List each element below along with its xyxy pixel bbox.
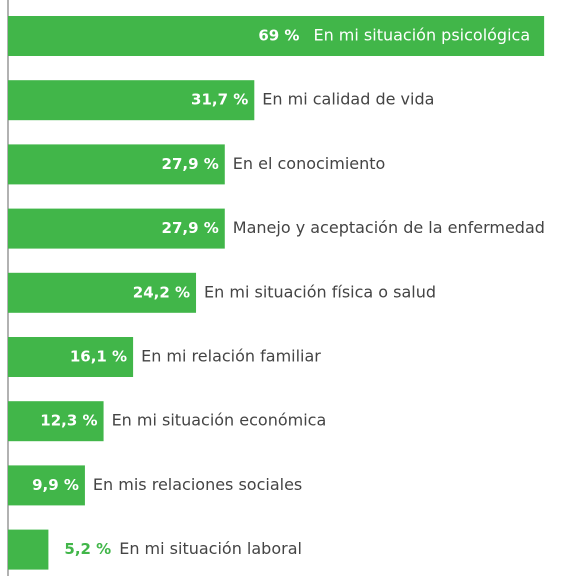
bar bbox=[8, 144, 225, 185]
bar bbox=[8, 208, 225, 249]
value-label: 9,9 % bbox=[32, 476, 79, 494]
value-label: 5,2 % bbox=[64, 540, 111, 558]
category-label: En el conocimiento bbox=[233, 154, 386, 173]
bar bbox=[8, 272, 197, 313]
category-label: Manejo y aceptación de la enfermedad bbox=[233, 218, 545, 237]
category-label: En mi situación psicológica bbox=[313, 26, 530, 45]
value-label: 27,9 % bbox=[162, 219, 219, 237]
value-label: 24,2 % bbox=[133, 283, 190, 301]
category-label: En mi situación física o salud bbox=[204, 282, 436, 301]
value-label: 69 % bbox=[258, 27, 299, 45]
category-label: En mi situación laboral bbox=[119, 539, 302, 558]
category-label: En mi calidad de vida bbox=[262, 90, 434, 109]
bar bbox=[8, 337, 134, 377]
bar bbox=[8, 80, 255, 121]
category-label: En mi relación familiar bbox=[141, 347, 321, 366]
value-label: 31,7 % bbox=[191, 91, 248, 109]
bar bbox=[8, 465, 85, 506]
bar bbox=[8, 529, 49, 570]
bar bbox=[8, 16, 545, 56]
value-label: 12,3 % bbox=[40, 412, 97, 430]
category-label: En mi situación económica bbox=[112, 411, 327, 430]
bar bbox=[8, 401, 104, 442]
value-label: 16,1 % bbox=[70, 348, 127, 366]
category-label: En mis relaciones sociales bbox=[93, 475, 302, 494]
value-label: 27,9 % bbox=[162, 155, 219, 173]
